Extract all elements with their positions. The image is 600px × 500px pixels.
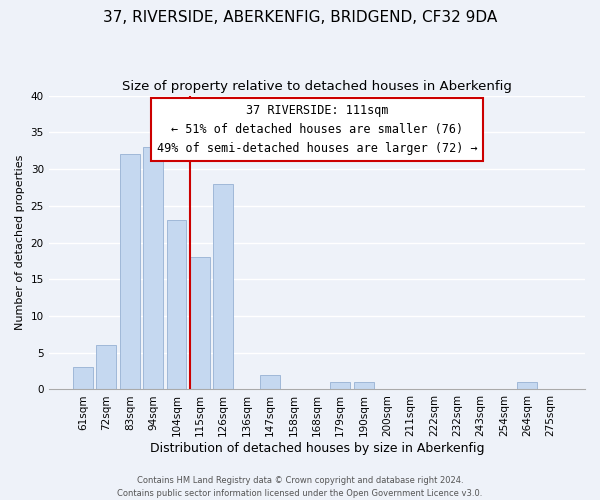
Bar bbox=[143, 147, 163, 390]
Bar bbox=[190, 257, 210, 390]
Bar bbox=[73, 368, 93, 390]
Text: 37, RIVERSIDE, ABERKENFIG, BRIDGEND, CF32 9DA: 37, RIVERSIDE, ABERKENFIG, BRIDGEND, CF3… bbox=[103, 10, 497, 25]
Bar bbox=[120, 154, 140, 390]
Bar bbox=[214, 184, 233, 390]
Bar bbox=[353, 382, 374, 390]
Text: 37 RIVERSIDE: 111sqm
← 51% of detached houses are smaller (76)
49% of semi-detac: 37 RIVERSIDE: 111sqm ← 51% of detached h… bbox=[157, 104, 477, 156]
Bar bbox=[167, 220, 187, 390]
X-axis label: Distribution of detached houses by size in Aberkenfig: Distribution of detached houses by size … bbox=[149, 442, 484, 455]
Bar bbox=[97, 346, 116, 390]
Bar bbox=[517, 382, 537, 390]
Title: Size of property relative to detached houses in Aberkenfig: Size of property relative to detached ho… bbox=[122, 80, 512, 93]
Bar bbox=[260, 375, 280, 390]
Text: Contains HM Land Registry data © Crown copyright and database right 2024.
Contai: Contains HM Land Registry data © Crown c… bbox=[118, 476, 482, 498]
Y-axis label: Number of detached properties: Number of detached properties bbox=[15, 155, 25, 330]
Bar bbox=[330, 382, 350, 390]
